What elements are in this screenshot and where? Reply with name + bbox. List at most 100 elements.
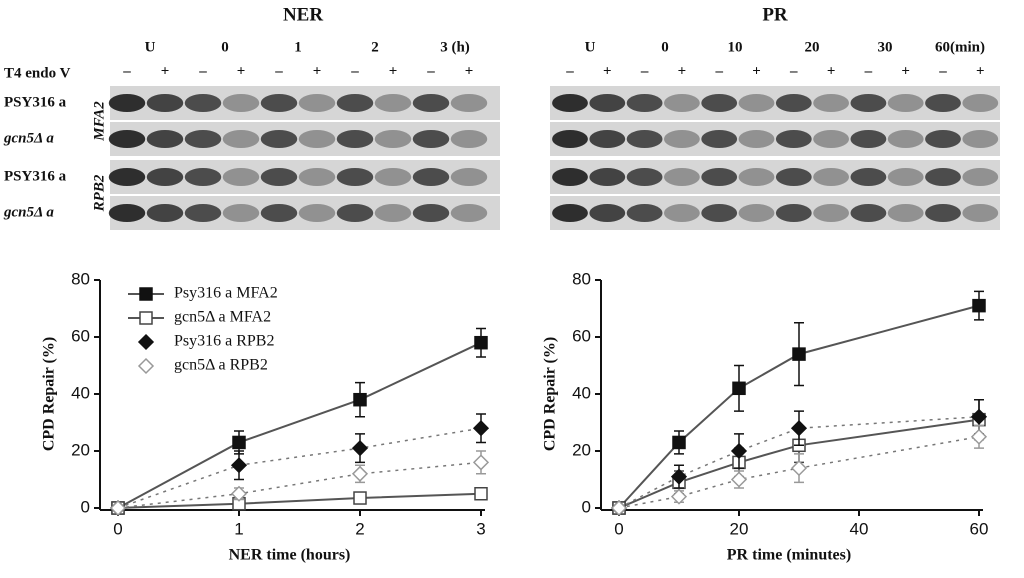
- gel-band: [925, 94, 961, 112]
- gel-band: [626, 168, 663, 186]
- gel-band: [336, 168, 374, 186]
- x-tick-label: 60: [970, 519, 989, 538]
- gel-band: [450, 168, 488, 186]
- gel-band: [962, 94, 999, 112]
- lane-label: U: [145, 39, 156, 55]
- lane-label: 0: [661, 39, 669, 55]
- gel-band: [775, 204, 812, 222]
- gel-band: [738, 130, 775, 148]
- gel-band: [925, 130, 961, 148]
- marker: [474, 335, 488, 350]
- series-line: [117, 461, 482, 509]
- lane-label: U: [585, 39, 596, 55]
- gel-band: [450, 204, 488, 222]
- gel-band: [850, 204, 887, 222]
- gel-band: [813, 168, 850, 186]
- x-tick-label: 1: [234, 519, 243, 538]
- gel-band: [412, 94, 450, 112]
- treatment-sign: +: [976, 63, 985, 79]
- gel-band: [260, 168, 298, 186]
- marker: [472, 454, 490, 471]
- gel-band: [589, 168, 626, 186]
- series-line: [117, 492, 482, 509]
- y-tick-label: 60: [71, 326, 90, 345]
- lane-label: 30: [878, 39, 893, 55]
- gel-band: [589, 130, 626, 148]
- y-tick-label: 80: [572, 269, 591, 288]
- marker: [730, 442, 748, 460]
- gel-band: [336, 204, 374, 222]
- gel-band: [298, 94, 336, 112]
- gel-band: [552, 204, 588, 222]
- x-tick-label: 20: [730, 519, 749, 538]
- gel-band: [925, 204, 961, 222]
- lane-label: 60(min): [935, 39, 985, 55]
- treatment-sign: +: [313, 63, 322, 79]
- gel-title: NER: [283, 4, 323, 25]
- treatment-sign: +: [237, 63, 246, 79]
- y-tick-label: 0: [582, 497, 591, 516]
- y-tick-label: 60: [572, 326, 591, 345]
- gel-band: [663, 204, 700, 222]
- lane-label: 10: [728, 39, 743, 55]
- y-tick-label: 40: [71, 383, 90, 402]
- marker: [670, 468, 688, 485]
- gel-band: [412, 130, 450, 148]
- gel-band: [260, 94, 298, 112]
- series-line: [117, 427, 482, 509]
- row-label: gcn5Δ a: [3, 130, 54, 146]
- marker: [109, 499, 127, 517]
- lane-label: 1: [294, 39, 302, 55]
- gel-band: [738, 168, 775, 186]
- gel-band: [184, 130, 222, 148]
- x-tick-label: 0: [113, 519, 122, 538]
- gel-band: [108, 204, 146, 222]
- lane-label: 2: [371, 39, 379, 55]
- marker: [970, 408, 988, 425]
- gel-band: [146, 130, 184, 148]
- gel-band: [663, 130, 700, 148]
- gel-band: [108, 168, 146, 186]
- gel-band: [374, 204, 412, 222]
- gel-band: [412, 168, 450, 186]
- legend-label: Psy316 a MFA2: [174, 285, 278, 302]
- marker: [351, 465, 369, 482]
- marker: [730, 471, 748, 488]
- gel-band: [412, 204, 450, 222]
- legend-marker: [137, 333, 155, 351]
- gel-band: [374, 130, 412, 148]
- marker: [230, 457, 248, 474]
- treatment-sign: +: [465, 63, 474, 79]
- lane-label: 20: [805, 39, 820, 55]
- marker: [672, 435, 686, 450]
- legend-marker: [139, 287, 153, 301]
- x-tick-label: 40: [850, 519, 869, 538]
- gel-band: [374, 94, 412, 112]
- treatment-sign: –: [565, 63, 574, 79]
- treatment-sign: –: [122, 63, 131, 79]
- marker: [351, 440, 369, 457]
- gel-band: [663, 94, 700, 112]
- y-tick-label: 80: [71, 269, 90, 288]
- y-axis-label: CPD Repair (%): [41, 337, 58, 451]
- gel-band: [775, 94, 812, 112]
- gel-band: [887, 168, 924, 186]
- gel-band: [962, 204, 999, 222]
- marker: [474, 487, 488, 501]
- gel-band: [813, 94, 850, 112]
- legend-marker: [137, 357, 155, 375]
- gel-band: [374, 168, 412, 186]
- gel-band: [775, 168, 812, 186]
- gel-band: [738, 94, 775, 112]
- series-line: [618, 436, 980, 509]
- legend-label: Psy316 a RPB2: [174, 333, 274, 350]
- marker: [790, 460, 808, 477]
- row-label: PSY316 a: [4, 94, 67, 110]
- row-label: gcn5Δ a: [3, 204, 54, 220]
- series-line: [117, 341, 482, 509]
- gel-band: [298, 130, 336, 148]
- gel-band: [663, 168, 700, 186]
- y-tick-label: 20: [572, 440, 591, 459]
- marker: [610, 499, 628, 517]
- marker: [790, 420, 808, 437]
